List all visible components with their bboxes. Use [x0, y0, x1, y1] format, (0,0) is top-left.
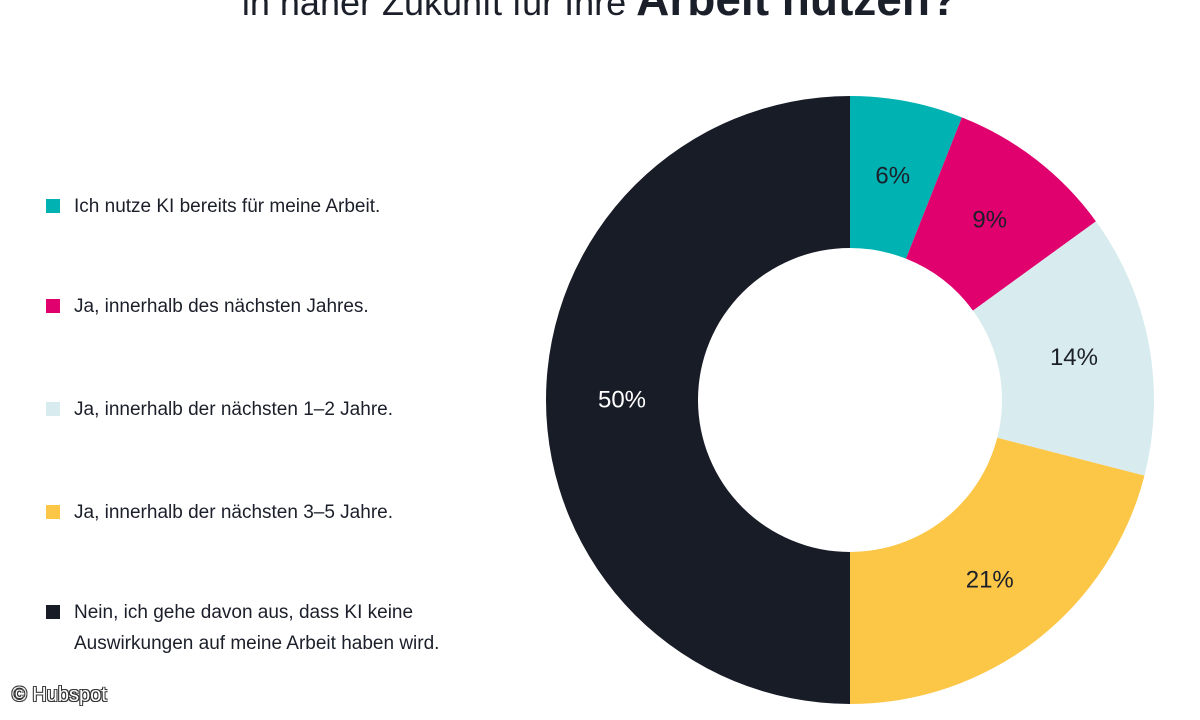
donut-slice-3-5-years [850, 437, 1145, 704]
legend-swatch [46, 199, 60, 213]
legend-swatch [46, 505, 60, 519]
slice-label-3-5-years: 21% [966, 567, 1014, 594]
donut-slice-1-2-years [972, 221, 1154, 476]
legend-label: Ich nutze KI bereits für meine Arbeit. [74, 196, 381, 217]
credit: © Hubspot [12, 684, 107, 706]
legend-label: Ja, innerhalb des nächsten Jahres. [74, 296, 369, 317]
donut-slice-next-year [905, 117, 1096, 311]
slice-label-next-year: 9% [972, 206, 1007, 233]
chart-title-regular: in naher Zukunft für Ihre [241, 0, 637, 23]
chart-title-bold: Arbeit nutzen? [636, 0, 958, 25]
slice-label-no-impact: 50% [598, 387, 646, 414]
legend-swatch [46, 605, 60, 619]
slice-label-1-2-years: 14% [1050, 344, 1098, 371]
legend-swatch [46, 299, 60, 313]
chart-title: in naher Zukunft für Ihre Arbeit nutzen? [0, 0, 1200, 28]
legend-label: Ja, innerhalb der nächsten 3–5 Jahre. [74, 502, 393, 523]
donut-slice-no-impact [546, 96, 850, 704]
legend-label: Ja, innerhalb der nächsten 1–2 Jahre. [74, 399, 393, 420]
legend-label: Nein, ich gehe davon aus, dass KI keine … [74, 602, 440, 654]
legend-swatch [46, 402, 60, 416]
slice-label-already-using: 6% [875, 163, 910, 190]
donut-slice-already-using [850, 96, 962, 259]
